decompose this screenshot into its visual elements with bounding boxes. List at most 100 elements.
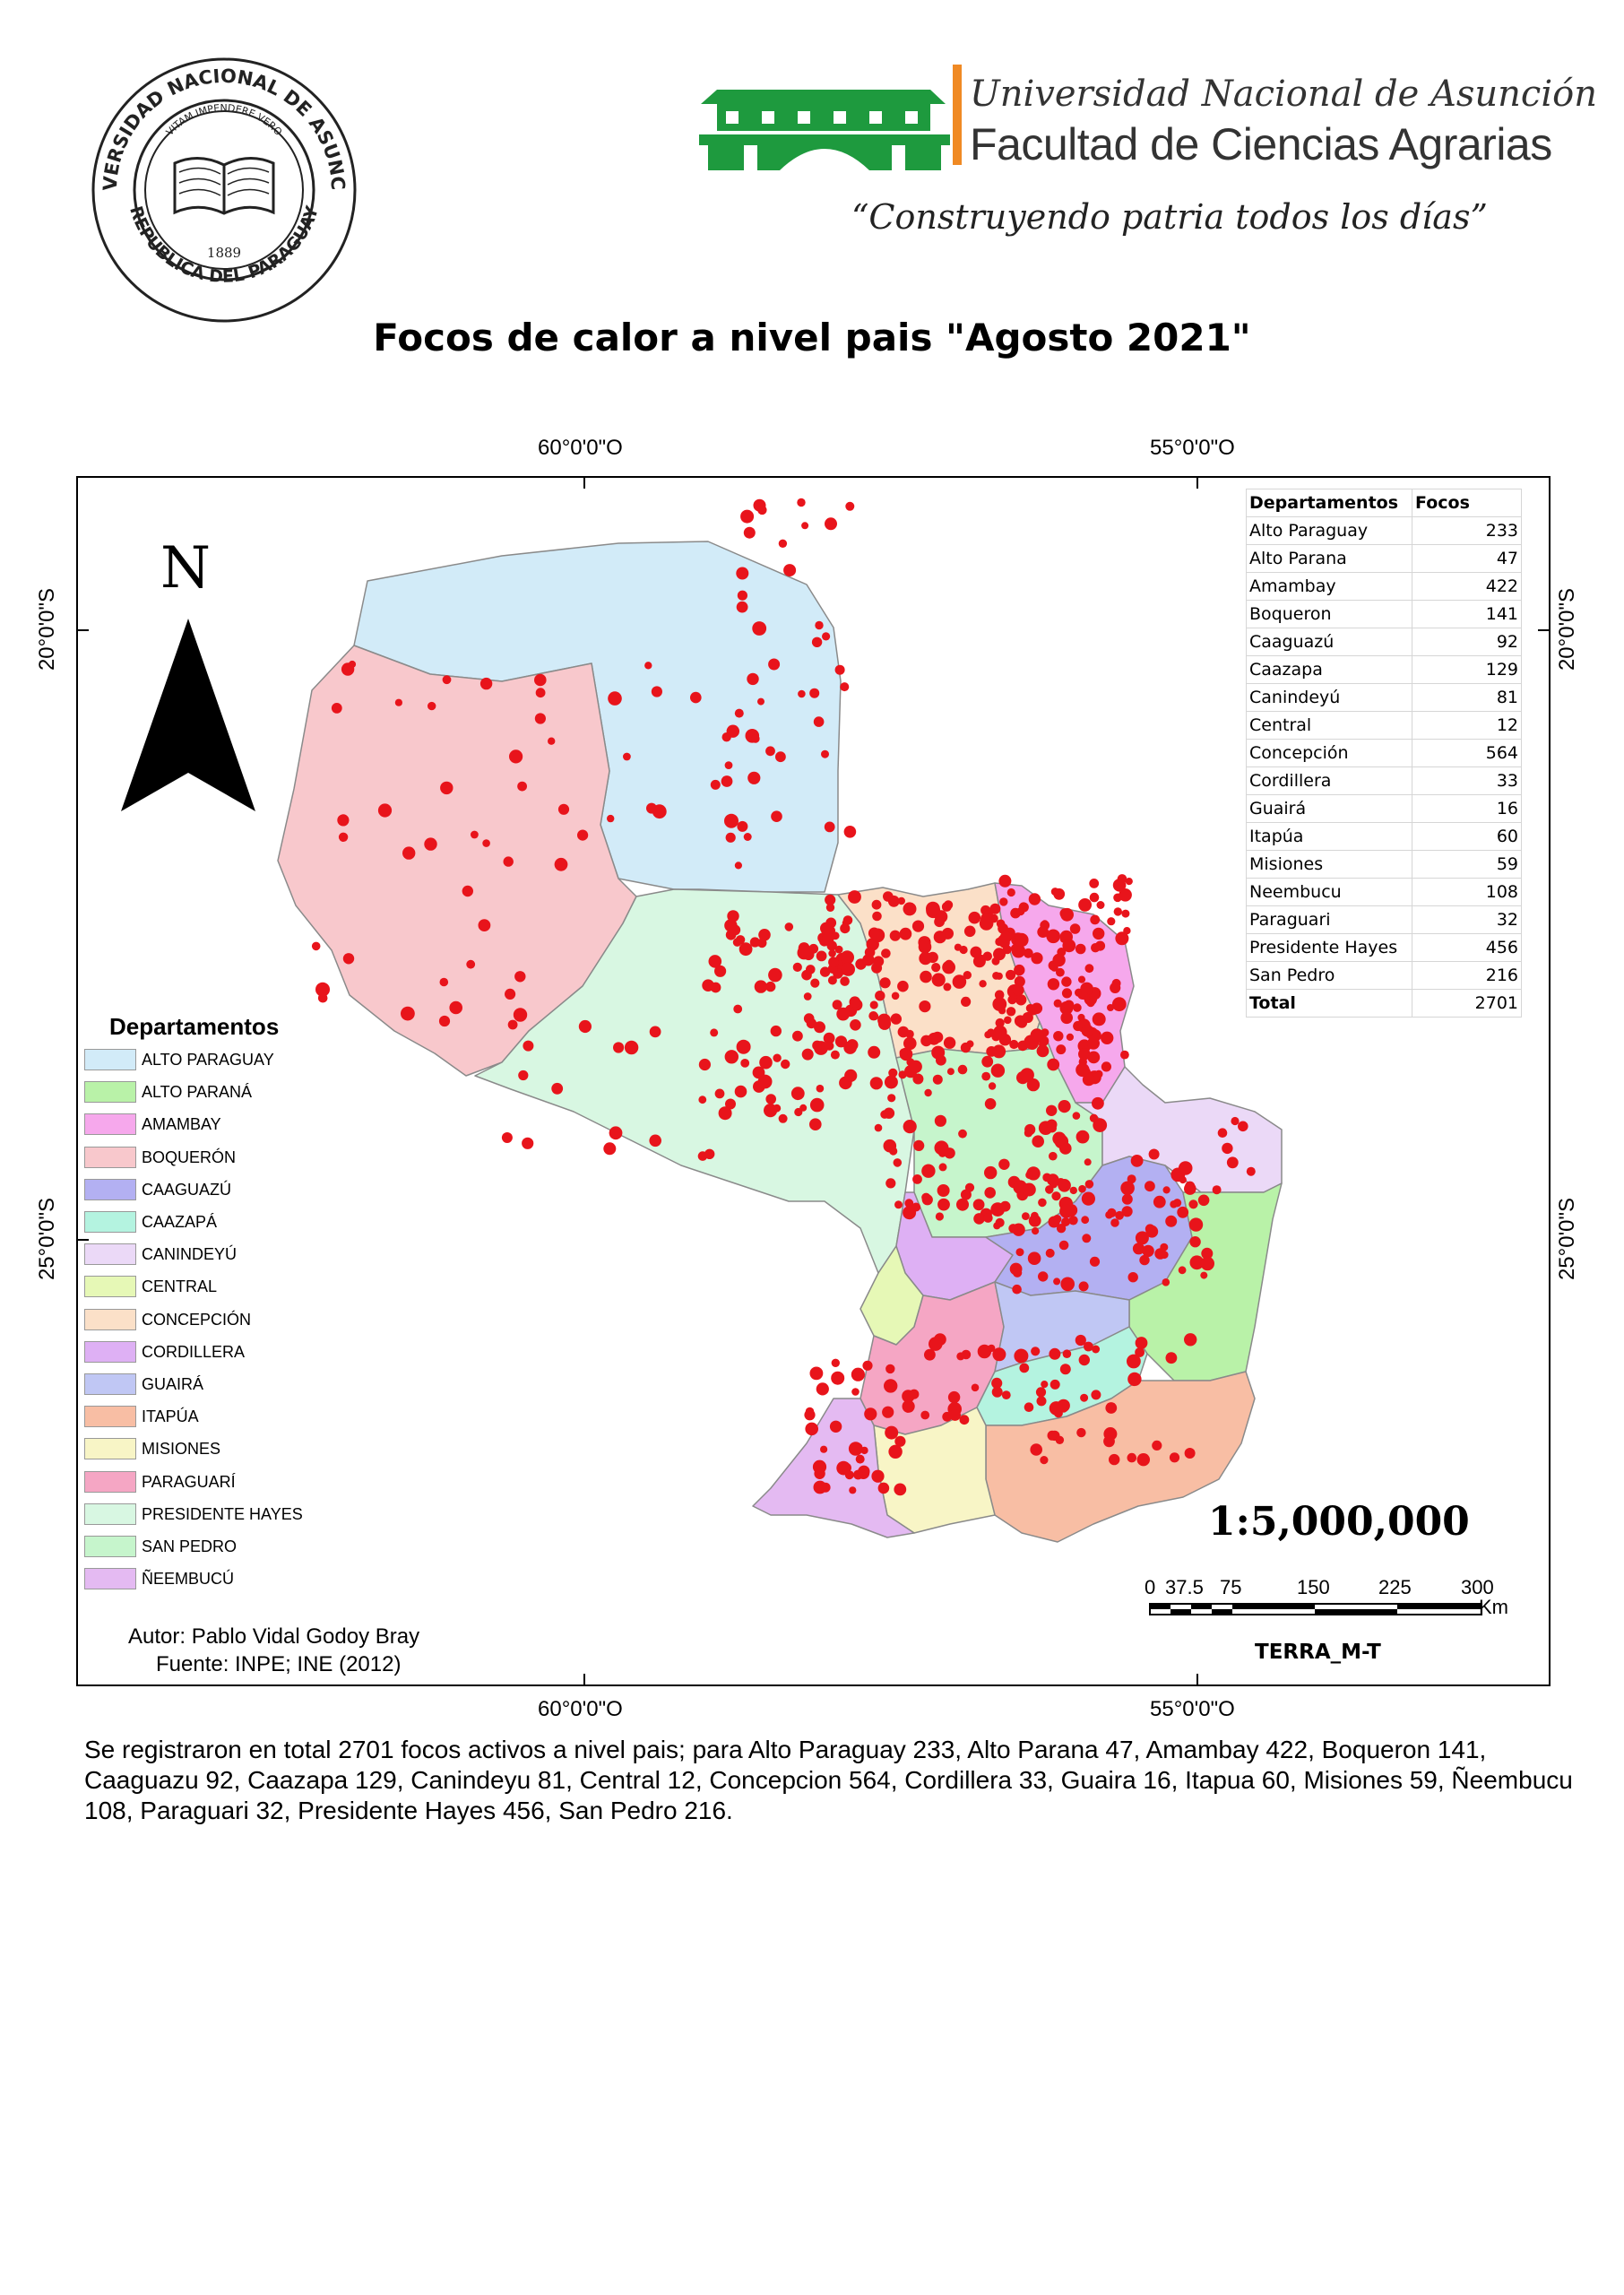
hotspot-marker <box>603 1142 617 1156</box>
table-cell-focos: 456 <box>1412 933 1522 962</box>
table-total-row: Total 2701 <box>1246 989 1522 1018</box>
hotspot-marker <box>535 688 546 698</box>
hotspot-marker <box>507 1019 518 1030</box>
hotspot-marker <box>1059 1142 1072 1155</box>
legend-label: PARAGUARÍ <box>142 1472 236 1491</box>
hotspot-marker <box>934 1114 946 1127</box>
hotspot-marker <box>971 1383 980 1392</box>
hotspot-marker <box>851 1388 860 1396</box>
hotspot-marker <box>853 1469 863 1480</box>
hotspot-marker <box>831 1371 845 1385</box>
hotspot-marker <box>1091 1390 1101 1400</box>
hotspot-marker <box>501 1132 513 1143</box>
scale-tick: 150 <box>1297 1576 1330 1598</box>
hotspot-marker <box>972 1199 985 1211</box>
svg-text:UNIVERSIDAD NACIONAL DE ASUNCI: UNIVERSIDAD NACIONAL DE ASUNCION <box>90 56 349 191</box>
hotspot-marker <box>1006 969 1016 981</box>
table-row: Presidente Hayes 456 <box>1246 933 1522 962</box>
hotspot-marker <box>737 820 748 832</box>
hotspot-marker <box>1089 1256 1101 1267</box>
legend-label: CANINDEYÚ <box>142 1245 238 1264</box>
hotspot-marker <box>983 1213 993 1223</box>
hotspot-marker <box>1177 1206 1189 1218</box>
hotspot-marker <box>1022 1182 1036 1197</box>
hotspot-marker <box>848 1442 863 1456</box>
legend-item: SAN PEDRO <box>84 1536 353 1561</box>
hotspot-marker <box>797 498 806 507</box>
hotspot-marker <box>998 874 1012 888</box>
hotspot-marker <box>912 1174 922 1184</box>
hotspot-marker <box>757 697 764 706</box>
hotspot-marker <box>747 771 761 784</box>
hotspot-marker <box>1076 1427 1086 1438</box>
hotspot-marker <box>1130 1155 1144 1167</box>
hotspot-marker <box>765 1094 776 1104</box>
hotspot-marker <box>992 1044 1006 1059</box>
hotspot-marker <box>548 737 556 745</box>
hotspot-marker <box>764 1104 778 1118</box>
table-cell-focos: 141 <box>1412 600 1522 628</box>
legend-item: PRESIDENTE HAYES <box>84 1503 353 1529</box>
hotspot-marker <box>714 1088 725 1099</box>
hotspot-marker <box>1052 1215 1062 1224</box>
hotspot-marker <box>1053 1277 1061 1286</box>
legend-item: MISIONES <box>84 1438 353 1463</box>
hotspot-marker <box>1148 1148 1160 1160</box>
table-cell-focos: 216 <box>1412 961 1522 990</box>
legend-label: ÑEEMBUCÚ <box>142 1570 235 1589</box>
hotspot-marker <box>337 814 350 827</box>
hotspot-marker <box>1036 1044 1050 1058</box>
hotspot-marker <box>698 1058 712 1071</box>
hotspot-marker <box>1077 975 1086 983</box>
hotspot-marker <box>920 1035 932 1047</box>
hotspot-marker <box>1061 988 1073 999</box>
hotspot-marker <box>816 1084 825 1093</box>
hotspot-layer <box>311 498 1256 1496</box>
hotspot-marker <box>482 839 490 847</box>
hotspot-marker <box>479 677 493 690</box>
hotspot-marker <box>946 1068 955 1076</box>
hotspot-marker <box>941 902 952 912</box>
hotspot-marker <box>850 1019 861 1031</box>
hotspot-marker <box>1049 1347 1061 1360</box>
hotspot-marker <box>1184 1448 1196 1459</box>
hotspot-marker <box>1078 1281 1089 1292</box>
hotspot-marker <box>872 911 882 922</box>
hotspot-marker <box>1162 1278 1170 1286</box>
hotspot-marker <box>995 1217 1005 1227</box>
hotspot-marker <box>1049 1401 1064 1416</box>
hotspot-marker <box>513 1008 528 1022</box>
hotspot-marker <box>868 1045 881 1059</box>
hotspot-marker <box>1047 1430 1058 1441</box>
hotspot-marker <box>1105 1402 1118 1414</box>
hotspot-marker <box>1101 1031 1114 1045</box>
hotspot-marker <box>1022 1011 1033 1024</box>
hotspot-marker <box>919 1000 931 1013</box>
hotspot-marker <box>1038 1198 1047 1208</box>
hotspot-marker <box>984 1098 997 1110</box>
hotspot-marker <box>1200 1256 1215 1271</box>
table-row: Boqueron 141 <box>1246 600 1522 628</box>
hotspot-marker <box>803 992 812 1000</box>
legend-swatch <box>84 1146 136 1168</box>
hotspot-marker <box>1135 1337 1148 1349</box>
hotspot-marker <box>877 1017 892 1030</box>
hotspot-marker <box>724 813 739 828</box>
hotspot-marker <box>311 941 321 951</box>
hotspot-marker <box>918 940 932 954</box>
hotspot-marker <box>1080 1393 1089 1402</box>
table-cell-focos: 33 <box>1412 766 1522 795</box>
hotspot-marker <box>841 1462 851 1474</box>
hotspot-marker <box>903 1120 917 1134</box>
hotspot-marker <box>1053 999 1062 1008</box>
hotspot-marker <box>757 1074 773 1089</box>
hotspot-marker <box>724 1050 739 1064</box>
hotspot-marker <box>1178 1266 1187 1275</box>
hotspot-marker <box>1121 909 1130 918</box>
hotspot-marker <box>1059 1364 1071 1375</box>
hotspot-marker <box>792 1030 803 1042</box>
hotspot-marker <box>790 1087 805 1101</box>
hotspot-marker <box>757 505 767 515</box>
hotspot-marker <box>644 662 652 670</box>
hotspot-marker <box>651 686 663 697</box>
